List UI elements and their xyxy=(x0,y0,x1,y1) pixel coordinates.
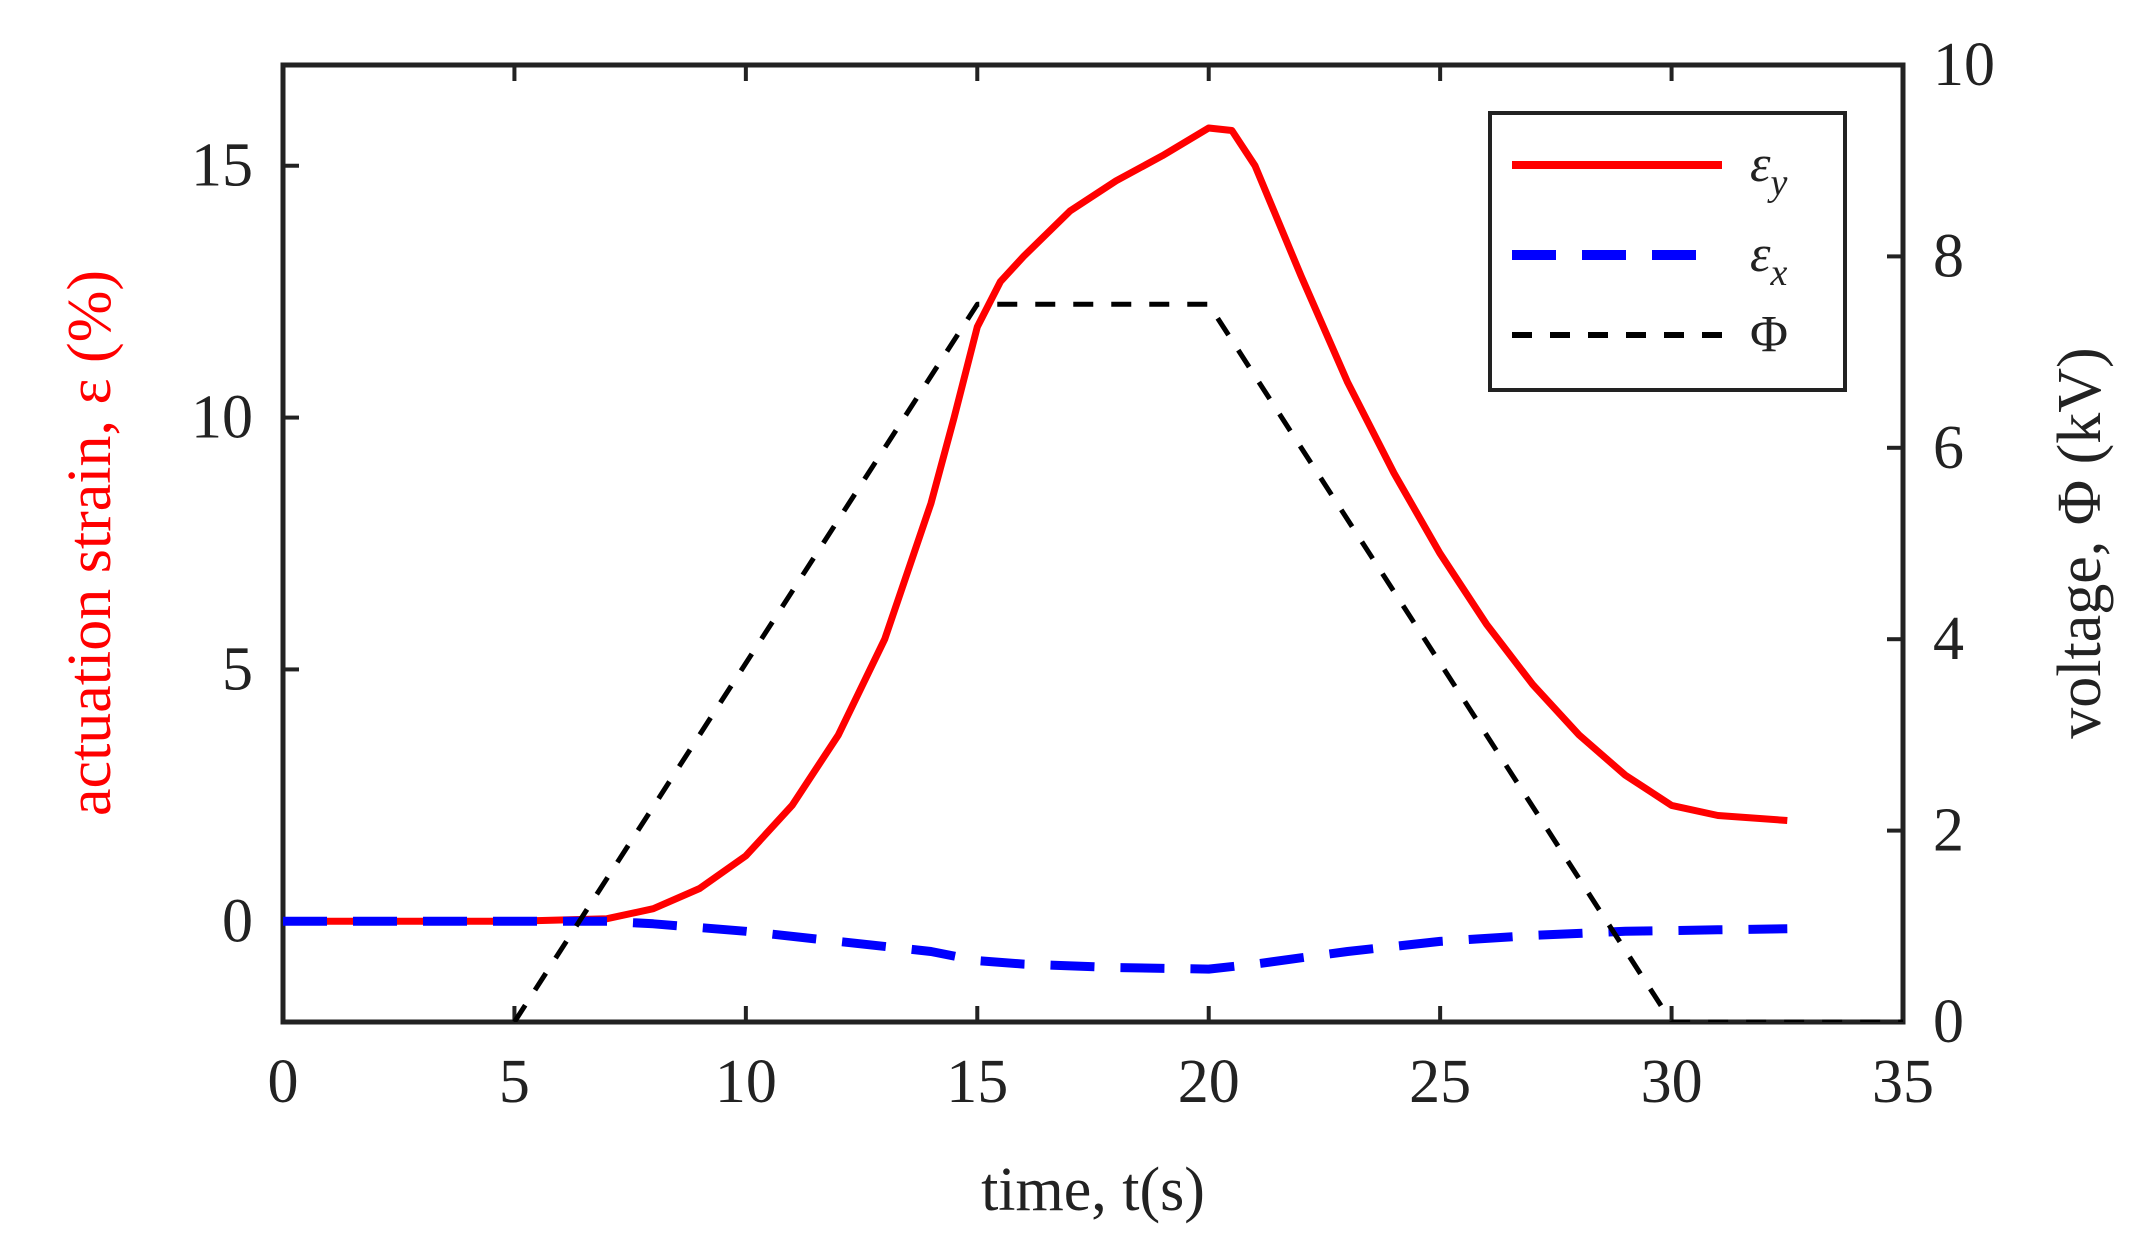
right-y-tick-label: 6 xyxy=(1933,414,1964,482)
right-y-axis-ticks: 0 2 4 6 8 10 xyxy=(1887,31,1995,1056)
series-layer xyxy=(283,124,1903,1022)
left-y-axis-ticks: 0 5 10 15 xyxy=(191,132,299,955)
legend-label-2: Φ xyxy=(1750,306,1788,363)
x-tick-label: 25 xyxy=(1409,1048,1471,1116)
left-y-tick-label: 15 xyxy=(191,132,253,200)
left-y-tick-label: 10 xyxy=(191,384,253,452)
legend-label-main: ε xyxy=(1750,226,1771,283)
legend-label-0: εy xyxy=(1750,136,1788,204)
legend-label-subscript: x xyxy=(1770,252,1788,294)
x-tick-label: 30 xyxy=(1641,1048,1703,1116)
x-tick-label: 15 xyxy=(946,1048,1008,1116)
right-y-tick-label: 2 xyxy=(1933,797,1964,865)
x-tick-label: 5 xyxy=(499,1048,530,1116)
plot-frame xyxy=(280,62,1906,1025)
series-line-2 xyxy=(512,301,1903,1022)
right-y-tick-label: 0 xyxy=(1933,988,1964,1056)
right-y-axis-label: voltage, Φ (kV) xyxy=(2046,347,2114,738)
right-y-tick-label: 4 xyxy=(1933,605,1964,673)
legend-label-1: εx xyxy=(1750,226,1788,294)
left-y-axis-label: actuation strain, ε (%) xyxy=(56,270,124,816)
x-axis-ticks: 0 5 10 15 20 25 30 35 xyxy=(268,65,1934,1116)
left-y-tick-label: 5 xyxy=(222,635,253,703)
right-y-tick-label: 10 xyxy=(1933,31,1995,99)
x-tick-label: 0 xyxy=(268,1048,299,1116)
x-tick-label: 10 xyxy=(715,1048,777,1116)
right-y-tick-label: 8 xyxy=(1933,222,1964,290)
legend-label-main: Φ xyxy=(1750,306,1788,363)
legend-label-subscript: y xyxy=(1767,162,1788,204)
legend-label-main: ε xyxy=(1750,136,1771,193)
series-line-0 xyxy=(283,124,1788,925)
x-tick-label: 20 xyxy=(1178,1048,1240,1116)
x-axis-label: time, t(s) xyxy=(981,1156,1205,1224)
series-line-1 xyxy=(283,916,1788,974)
left-y-tick-label: 0 xyxy=(222,887,253,955)
x-tick-label: 35 xyxy=(1872,1048,1934,1116)
